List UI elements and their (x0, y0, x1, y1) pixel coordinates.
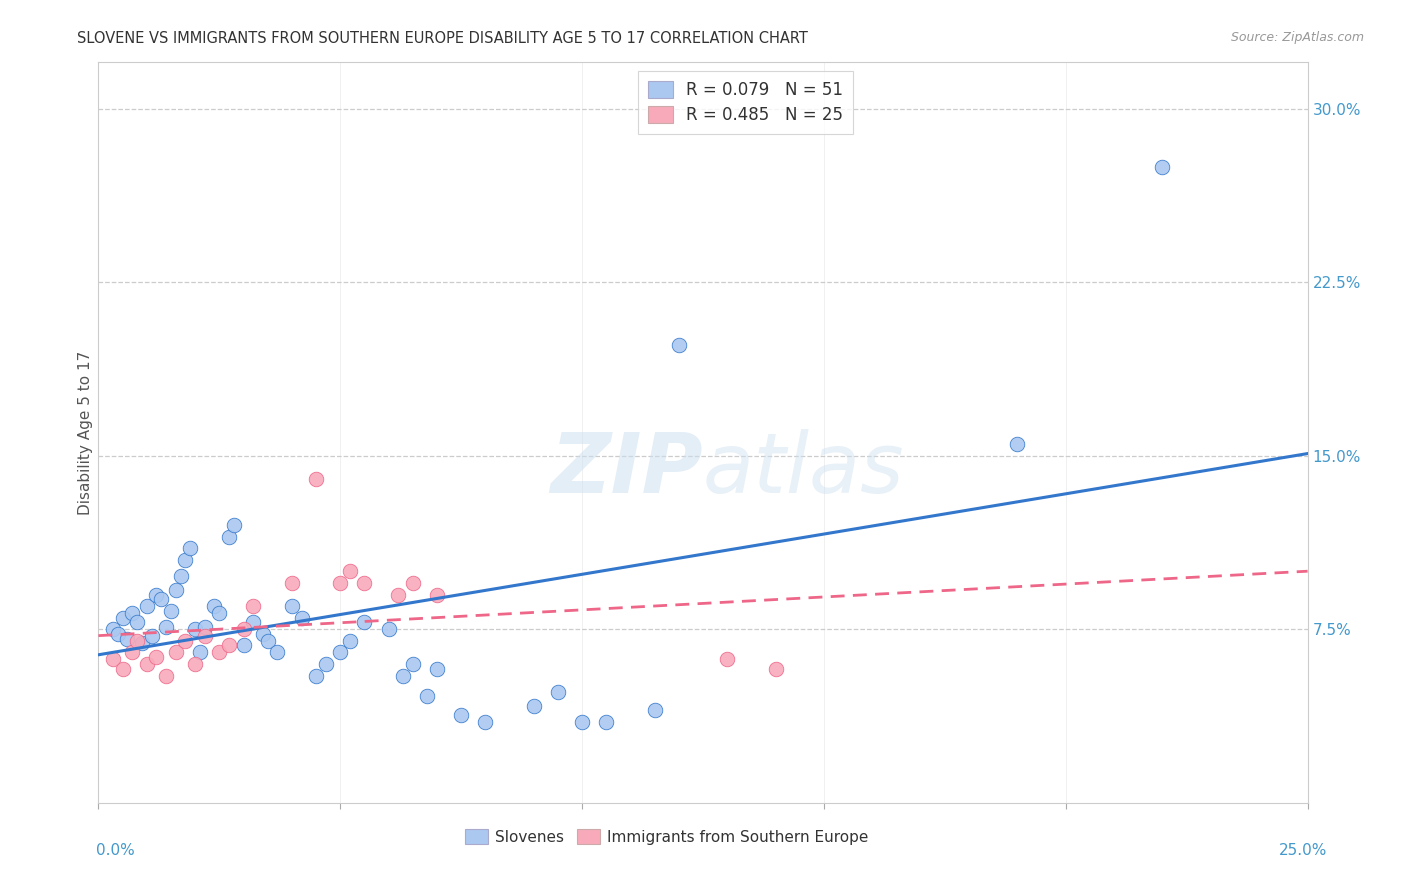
Point (377, 622, 399, 636)
Point (179, 541, 201, 556)
Point (339, 565, 361, 579)
Point (121, 645, 143, 659)
Point (1007, 437, 1029, 451)
Point (305, 472, 328, 486)
Point (101, 652, 124, 666)
Point (668, 337, 690, 351)
Point (242, 615, 264, 630)
Point (353, 576, 375, 591)
Point (644, 703, 666, 717)
Text: SLOVENE VS IMMIGRANTS FROM SOUTHERN EUROPE DISABILITY AGE 5 TO 17 CORRELATION CH: SLOVENE VS IMMIGRANTS FROM SOUTHERN EURO… (77, 31, 808, 46)
Point (256, 633, 278, 648)
Point (111, 610, 134, 624)
Point (184, 657, 207, 671)
Point (242, 599, 264, 614)
Point (387, 588, 409, 602)
Point (111, 662, 134, 676)
Point (232, 622, 254, 636)
Point (127, 633, 149, 648)
Point (416, 690, 439, 704)
Point (266, 645, 288, 659)
Point (127, 615, 149, 630)
Point (160, 604, 183, 618)
Point (329, 576, 352, 591)
Text: atlas: atlas (703, 429, 904, 510)
Point (218, 530, 240, 544)
Point (353, 615, 375, 630)
Point (135, 657, 157, 671)
Point (281, 576, 304, 591)
Point (155, 620, 177, 634)
Point (595, 714, 617, 729)
Point (765, 662, 787, 676)
Point (165, 582, 187, 597)
Text: 0.0%: 0.0% (96, 843, 135, 857)
Point (305, 668, 328, 682)
Point (571, 714, 593, 729)
Point (1152, 160, 1174, 174)
Point (208, 606, 231, 620)
Point (281, 599, 304, 614)
Point (290, 610, 312, 624)
Point (107, 627, 129, 641)
Point (450, 707, 472, 722)
Point (392, 668, 415, 682)
Text: Source: ZipAtlas.com: Source: ZipAtlas.com (1230, 31, 1364, 45)
Point (117, 632, 139, 646)
Point (135, 599, 157, 614)
Point (121, 606, 143, 620)
Point (402, 657, 425, 671)
Point (194, 629, 217, 643)
Point (169, 569, 191, 583)
Point (426, 662, 449, 676)
Point (141, 629, 163, 643)
Point (101, 622, 124, 636)
Point (204, 599, 226, 614)
Point (165, 645, 187, 659)
Text: 25.0%: 25.0% (1279, 843, 1327, 857)
Point (474, 714, 496, 729)
Point (174, 633, 197, 648)
Point (523, 698, 546, 713)
Point (547, 685, 569, 699)
Point (131, 636, 153, 650)
Point (402, 576, 425, 591)
Point (208, 645, 231, 659)
Y-axis label: Disability Age 5 to 17: Disability Age 5 to 17 (77, 351, 93, 515)
Point (716, 652, 738, 666)
Text: ZIP: ZIP (550, 429, 703, 510)
Point (252, 627, 274, 641)
Point (194, 620, 217, 634)
Point (329, 645, 352, 659)
Point (218, 639, 240, 653)
Point (232, 639, 254, 653)
Point (150, 592, 173, 607)
Legend: Slovenes, Immigrants from Southern Europe: Slovenes, Immigrants from Southern Europ… (458, 822, 875, 851)
Point (145, 650, 167, 665)
Point (222, 518, 245, 533)
Point (339, 633, 361, 648)
Point (155, 668, 177, 682)
Point (184, 622, 207, 636)
Point (315, 657, 337, 671)
Point (174, 553, 197, 567)
Point (426, 588, 449, 602)
Point (145, 588, 167, 602)
Point (188, 645, 211, 659)
